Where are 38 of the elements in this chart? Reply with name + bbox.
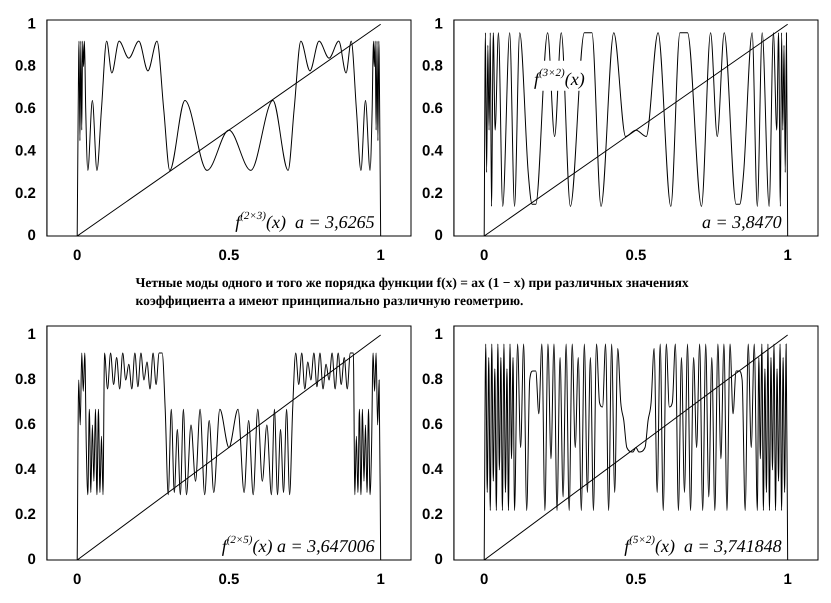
y-tick-label: 0.2: [422, 506, 443, 524]
x-tick-label: 0: [480, 247, 488, 264]
y-tick-label: 0.8: [422, 58, 443, 75]
x-tick-label: 1: [376, 247, 385, 264]
y-tick-label: 0.6: [422, 416, 443, 434]
y-tick-label: 0.4: [14, 142, 36, 160]
y-tick-label: 1: [434, 326, 443, 344]
x-tick-label: 0.5: [218, 247, 240, 264]
x-tick-label: 1: [783, 247, 792, 264]
x-tick-label: 0.5: [218, 571, 240, 588]
x-tick-label: 1: [783, 571, 792, 588]
text: Четные моды одного и того же порядка функции f(x) = ax (1 − x) при различных значениях коэффициента a имеют принципиально различную геометрию.: [136, 274, 690, 310]
y-tick-label: 0.6: [14, 416, 36, 434]
y-tick-label: 0.8: [14, 58, 36, 75]
y-tick-label: 0: [28, 551, 36, 568]
y-tick-label: 0.8: [14, 371, 36, 388]
x-tick-label: 1: [376, 571, 385, 588]
y-tick-label: 0.2: [14, 506, 36, 524]
y-tick-label: 0.6: [14, 100, 36, 118]
x-tick-label: 0.5: [625, 247, 646, 264]
y-tick-label: 1: [28, 326, 36, 344]
y-tick-label: 0.4: [422, 142, 444, 160]
y-tick-label: 0.6: [422, 100, 443, 118]
y-tick-label: 0.4: [14, 461, 36, 478]
annotation: a = 3,8470: [702, 212, 782, 232]
y-tick-label: 1: [28, 15, 36, 32]
y-tick-label: 0.2: [14, 184, 36, 202]
y-tick-label: 0: [434, 227, 443, 244]
x-tick-label: 0: [73, 571, 82, 588]
y-tick-label: 0.2: [422, 184, 443, 202]
x-tick-label: 0: [480, 571, 488, 588]
x-tick-label: 0: [73, 247, 82, 264]
y-tick-label: 1: [434, 15, 443, 32]
y-tick-label: 0: [28, 227, 36, 244]
x-tick-label: 0.5: [625, 571, 646, 588]
y-tick-label: 0: [434, 551, 443, 568]
y-tick-label: 0.4: [422, 461, 444, 478]
y-tick-label: 0.8: [422, 371, 443, 388]
